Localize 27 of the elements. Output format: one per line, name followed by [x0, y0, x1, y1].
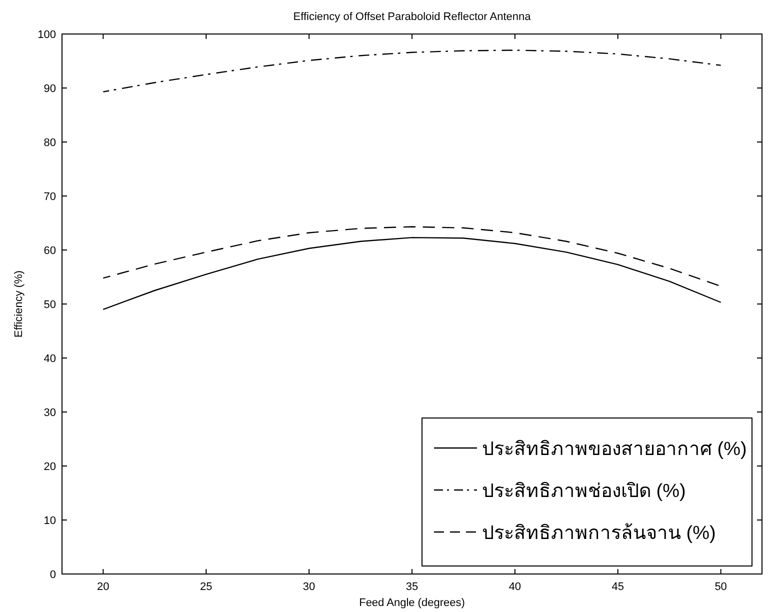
- y-tick-label: 60: [44, 245, 56, 257]
- y-tick-label: 100: [38, 29, 56, 41]
- y-tick-label: 10: [44, 515, 56, 527]
- y-tick-label: 0: [50, 569, 56, 581]
- y-tick-label: 40: [44, 353, 56, 365]
- chart-title: Efficiency of Offset Paraboloid Reflector Antenna: [293, 11, 532, 23]
- y-tick-label: 70: [44, 191, 56, 203]
- x-tick-label: 20: [97, 581, 110, 593]
- x-tick-label: 35: [406, 581, 418, 593]
- legend-label: ประสิทธิภาพของสายอากาศ (%): [482, 439, 747, 460]
- legend-label: ประสิทธิภาพการล้นจาน (%): [482, 523, 716, 544]
- line-series: [102, 226, 722, 287]
- y-tick-label: 50: [44, 299, 56, 311]
- y-tick-label: 20: [44, 461, 56, 473]
- line-series: [102, 50, 722, 92]
- x-tick-label: 25: [200, 581, 212, 593]
- y-tick-label: 90: [44, 83, 56, 95]
- legend-label: ประสิทธิภาพช่องเปิด (%): [482, 481, 686, 502]
- x-tick-label: 45: [612, 581, 624, 593]
- x-tick-label: 30: [302, 581, 316, 593]
- x-tick-label: 40: [508, 581, 522, 593]
- y-axis-title: Efficiency (%): [13, 270, 25, 338]
- x-axis-title: Feed Angle (degrees): [359, 597, 465, 609]
- x-tick-label: 50: [714, 581, 727, 593]
- line-series: [102, 236, 722, 310]
- y-tick-label: 30: [44, 407, 56, 419]
- y-tick-label: 80: [44, 137, 56, 149]
